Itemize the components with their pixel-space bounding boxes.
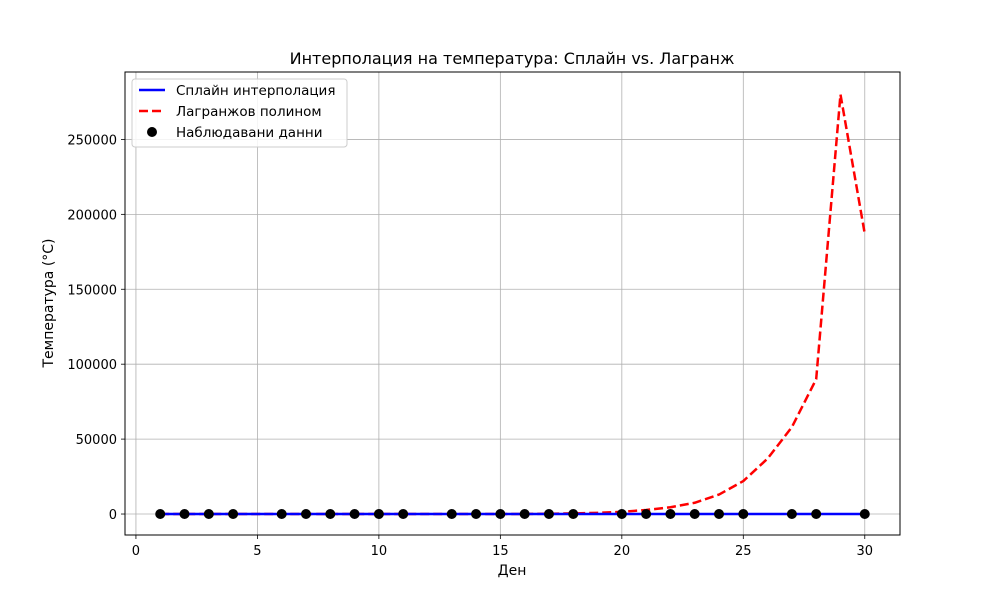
- y-tick-label: 100000: [67, 358, 117, 373]
- y-ticks: 0 50000 100000 150000 200000 250000: [67, 133, 125, 523]
- data-point-observed: [228, 509, 239, 520]
- chart-title: Интерполация на температура: Сплайн vs. …: [290, 49, 735, 68]
- data-point-observed: [325, 509, 336, 520]
- data-point-observed: [786, 509, 797, 520]
- data-point-observed: [616, 509, 627, 520]
- legend-box: [131, 78, 348, 148]
- x-tick-label: 10: [371, 544, 388, 559]
- y-tick-label: 150000: [67, 283, 117, 298]
- data-point-observed: [738, 509, 749, 520]
- legend-label-lagrange: Лагранжов полином: [176, 104, 322, 120]
- grid: [125, 72, 900, 535]
- x-tick-label: 0: [132, 544, 140, 559]
- data-point-observed: [300, 509, 311, 520]
- data-point-observed: [714, 509, 725, 520]
- data-point-observed: [568, 509, 579, 520]
- x-axis-label: Ден: [498, 563, 527, 579]
- data-point-observed: [446, 509, 457, 520]
- data-point-observed: [398, 509, 409, 520]
- plot-area: [155, 93, 870, 520]
- data-point-observed: [689, 509, 700, 520]
- y-tick-label: 200000: [67, 208, 117, 223]
- x-ticks: 0 5 10 15 20 25 30: [132, 535, 873, 559]
- data-point-observed: [179, 509, 190, 520]
- data-point-observed: [373, 509, 384, 520]
- data-point-observed: [811, 509, 822, 520]
- x-tick-label: 25: [735, 544, 752, 559]
- data-point-observed: [203, 509, 214, 520]
- data-point-observed: [471, 509, 482, 520]
- data-point-observed: [276, 509, 287, 520]
- data-point-observed: [349, 509, 360, 520]
- x-tick-label: 20: [614, 544, 631, 559]
- data-point-observed: [641, 509, 652, 520]
- data-point-observed: [859, 509, 870, 520]
- data-point-observed: [495, 509, 506, 520]
- legend: Сплайн интерполация Лагранжов полином На…: [131, 78, 348, 148]
- x-tick-label: 15: [492, 544, 509, 559]
- data-point-observed: [155, 509, 166, 520]
- y-tick-label: 50000: [76, 433, 117, 448]
- y-axis-label: Температура (°C): [41, 238, 57, 368]
- axes-frame: [124, 71, 901, 536]
- series-line-lagrange: [160, 93, 867, 516]
- x-tick-label: 30: [856, 544, 873, 559]
- legend-marker-observed: [147, 127, 157, 137]
- data-point-observed: [665, 509, 676, 520]
- y-tick-label: 0: [109, 508, 117, 523]
- y-tick-label: 250000: [67, 133, 117, 148]
- x-tick-label: 5: [253, 544, 261, 559]
- data-point-observed: [543, 509, 554, 520]
- legend-label-observed: Наблюдавани данни: [176, 125, 323, 141]
- legend-label-spline: Сплайн интерполация: [176, 83, 335, 99]
- data-point-observed: [519, 509, 530, 520]
